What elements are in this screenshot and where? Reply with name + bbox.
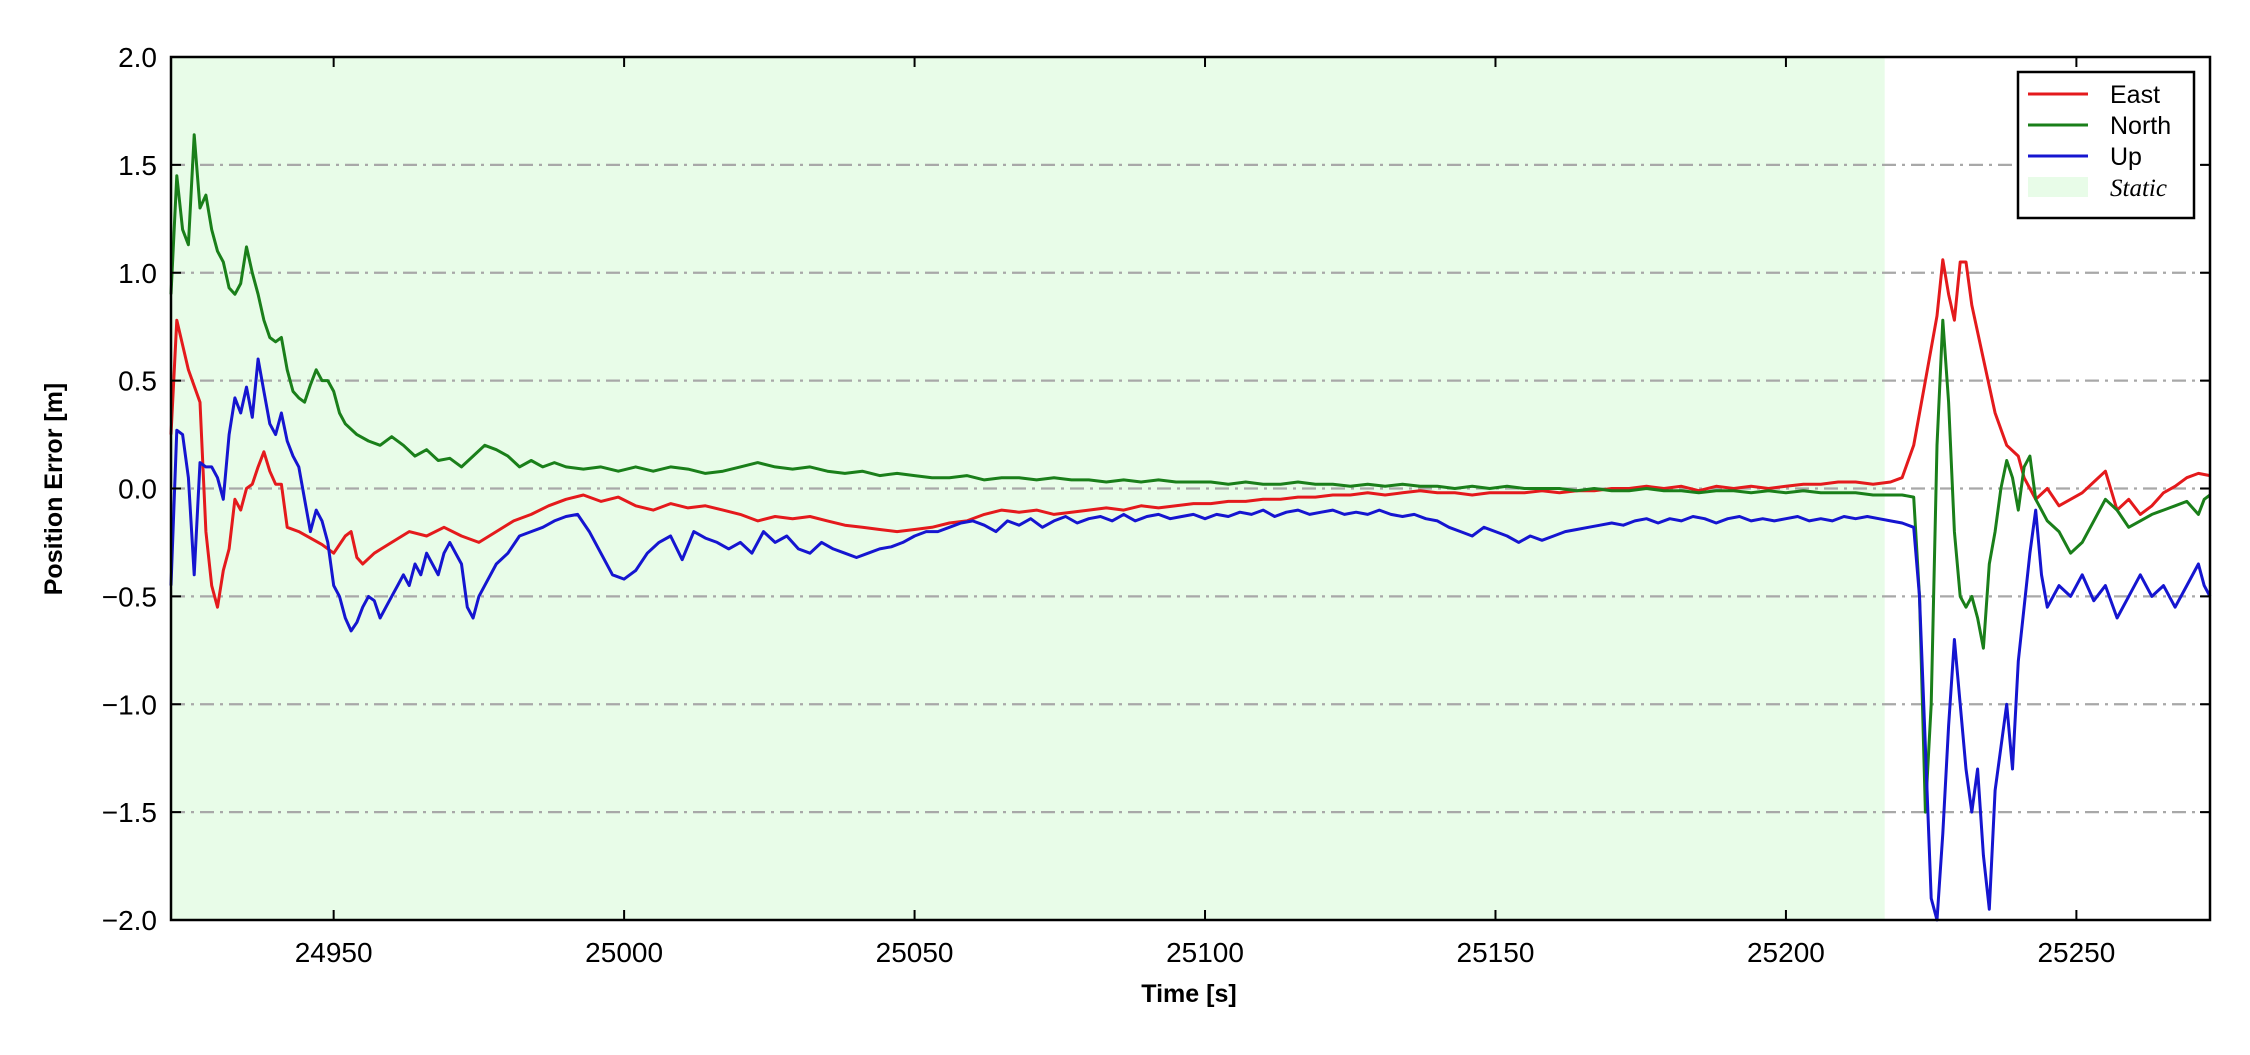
y-tick-label: 0.0 [118,474,157,505]
x-tick-label: 24950 [295,937,373,968]
legend-label-up: Up [2110,143,2142,171]
series-line-east [169,258,2211,609]
x-tick-label: 25050 [876,937,954,968]
series-line-north [169,133,2211,814]
y-tick-label: −1.0 [102,689,157,720]
series-line-up [169,357,2212,922]
legend-label-north: North [2110,112,2171,140]
legend: East North Up Static [2016,70,2196,220]
y-tick-label: 2.0 [118,42,157,73]
legend-label-static: Static [2110,175,2167,202]
y-tick-label: 1.0 [118,258,157,289]
y-axis-title: Position Error [m] [40,383,68,596]
y-tick-label: −2.0 [102,905,157,936]
legend-label-east: East [2110,81,2160,109]
y-tick-label: 0.5 [118,366,157,397]
x-tick-label: 25250 [2037,937,2115,968]
x-tick-label: 25100 [1166,937,1244,968]
x-axis-title: Time [s] [1141,980,1236,1008]
legend-swatch-static [2028,177,2088,197]
y-tick-label: 1.5 [118,150,157,181]
grid-lines [171,163,2210,814]
y-tick-label: −1.5 [102,797,157,828]
series-lines [169,133,2212,922]
y-tick-label: −0.5 [102,581,157,612]
x-tick-label: 25150 [1457,937,1535,968]
axis-ticks: 24950 25000 25050 25100 25150 25200 25250 2.0 1.… [102,42,2210,968]
x-tick-label: 25000 [585,937,663,968]
x-tick-label: 25200 [1747,937,1825,968]
